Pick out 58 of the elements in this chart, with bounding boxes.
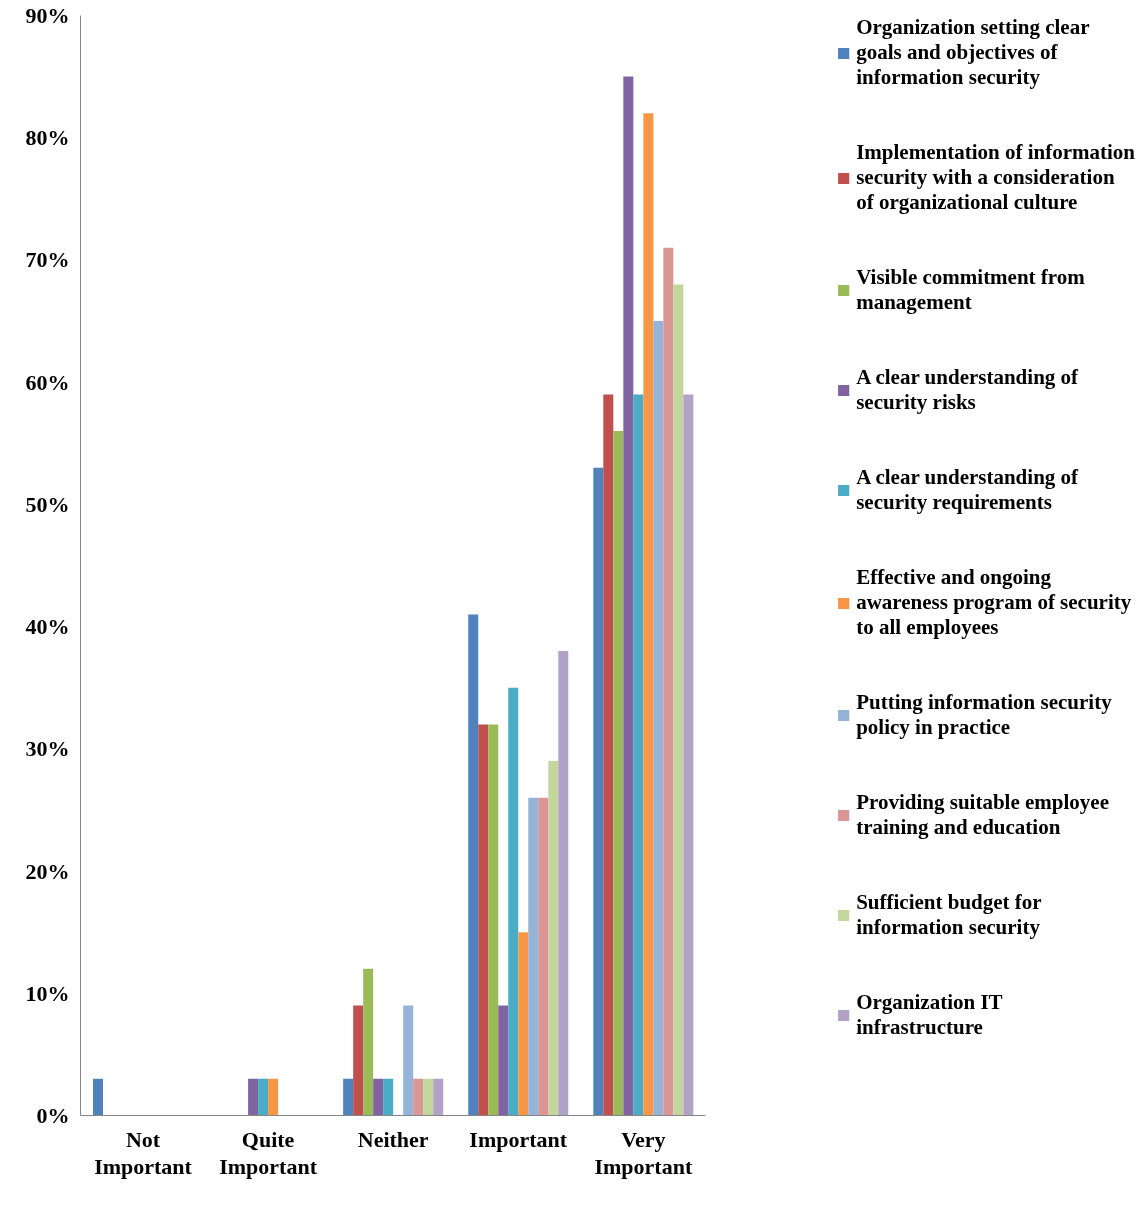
bar [643,113,654,1116]
legend-label: Organization IT infrastructure [856,990,1003,1040]
bar [558,651,569,1116]
bar [353,1005,364,1116]
bar [423,1078,434,1116]
bar [468,614,479,1116]
bar [248,1078,259,1116]
bar [548,761,559,1116]
bar [683,394,694,1116]
bar [268,1078,279,1116]
bar [613,431,624,1116]
legend-label: Visible commitment from management [856,265,1085,315]
bar [663,247,674,1116]
bar [528,797,539,1116]
y-tick-label: 90% [25,3,70,28]
x-tick-label: Neither [357,1126,429,1152]
y-tick-label: 40% [25,614,70,640]
bar [373,1078,384,1116]
bar [343,1078,354,1116]
legend-label: Organization setting clear goals and objectives of information security [856,15,1090,90]
bar [413,1078,424,1116]
x-tick-label: Quite Important [219,1126,318,1179]
bar [653,321,664,1116]
legend-label: Sufficient budget for information security [856,890,1042,940]
legend-label: Implementation of information security with a consideration of organizational culture [856,140,1135,215]
legend-label: A clear understanding of security requirements [856,465,1079,515]
x-tick-label: Important [469,1126,568,1152]
bar [633,394,644,1116]
legend-label: A clear understanding of security risks [856,365,1079,415]
bar [603,394,614,1116]
y-tick-label: 70% [25,247,70,273]
bar [488,724,499,1116]
y-tick-label: 80% [25,125,70,151]
bar [363,968,374,1116]
legend-label: Putting information security policy in practice [856,690,1112,740]
bar [403,1005,414,1116]
y-tick-label: 60% [25,369,70,395]
bar [518,932,529,1116]
bar [383,1078,394,1116]
y-tick-label: 20% [25,858,70,884]
bar [498,1005,509,1116]
bar [508,687,519,1116]
bar [623,76,634,1116]
bar [593,467,604,1116]
bar [673,284,684,1116]
bar [433,1078,444,1116]
y-tick-label: 30% [25,736,70,762]
x-tick-label: Very Important [594,1126,693,1179]
bar [93,1078,104,1116]
y-tick-label: 10% [25,980,70,1006]
bar [538,797,549,1116]
legend-label: Providing suitable employee training and education [856,790,1109,840]
y-tick-label: 0% [36,1103,70,1128]
bar [258,1078,269,1116]
legend-label: Effective and ongoing awareness program of security to all employees [856,565,1132,640]
bar [478,724,489,1116]
x-tick-label: Not Important [94,1126,193,1179]
y-tick-label: 50% [25,491,70,517]
